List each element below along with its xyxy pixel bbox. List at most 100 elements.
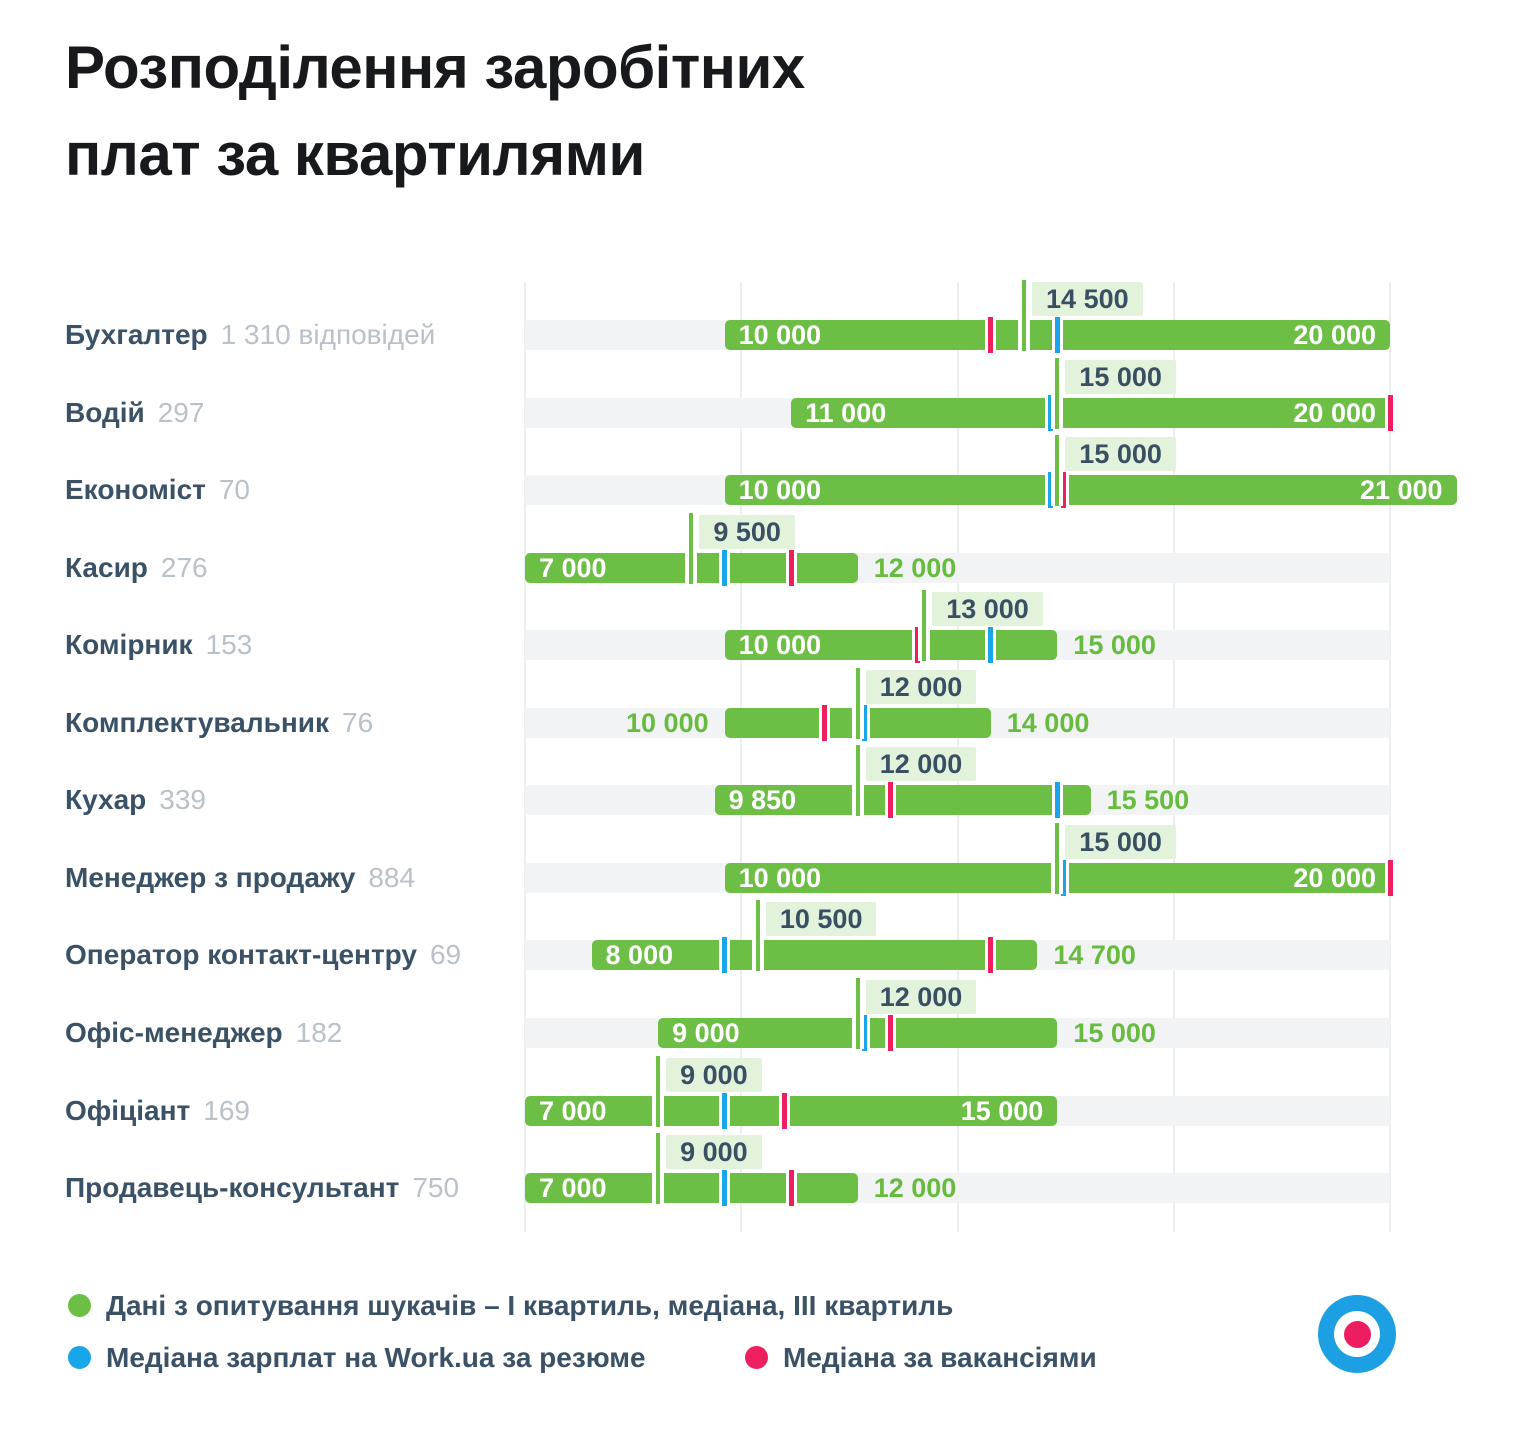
vacancy-median-dot-icon — [745, 1346, 768, 1369]
q3-value-label: 14 000 — [1006, 707, 1090, 738]
job-title: Офіціант — [65, 1094, 191, 1126]
vacancy-median-tick — [985, 317, 997, 353]
gridline — [1389, 282, 1391, 1232]
response-count: 70 — [218, 474, 251, 506]
q1-value-label: 9 850 — [728, 785, 797, 816]
chart-title-line2: плат за квартилями — [65, 121, 645, 188]
q3-value-label: 21 000 — [1359, 475, 1443, 506]
row-label: Офіс-менеджер 182 — [65, 1015, 342, 1051]
median-line — [918, 590, 931, 662]
legend-item-survey-quartiles: Дані з опитування шукачів – І квартиль, … — [68, 1290, 953, 1321]
q3-value-label: 15 500 — [1106, 785, 1190, 816]
median-value-badge: 13 000 — [932, 592, 1043, 627]
resume-median-tick — [985, 627, 997, 664]
work-ua-logo-inner-ring — [1334, 1311, 1380, 1357]
q3-value-label: 15 000 — [960, 1095, 1044, 1126]
job-title: Оператор контакт-центру — [65, 939, 417, 971]
median-value-badge: 14 500 — [1032, 282, 1143, 316]
legend-item-vacancy-median: Медіана за вакансіями — [745, 1342, 1097, 1373]
resume-median-tick — [719, 1170, 731, 1207]
vacancy-median-tick — [785, 549, 797, 586]
row-label: Комплектувальник 76 — [65, 705, 373, 741]
q1-value-label: 7 000 — [539, 552, 607, 583]
q3-value-label: 15 000 — [1073, 630, 1156, 661]
response-count: 339 — [159, 784, 206, 816]
job-title: Кухар — [65, 784, 147, 816]
q3-value-label: 20 000 — [1293, 862, 1376, 893]
quartile-bar — [724, 475, 1457, 506]
q1-value-label: 10 000 — [626, 707, 709, 738]
row-label: Водій 297 — [65, 395, 204, 431]
quartile-bar — [525, 1173, 858, 1204]
row-label: Економіст 70 — [65, 472, 250, 508]
vacancy-median-tick — [1384, 394, 1396, 431]
row-label: Продавець-консультант 750 — [65, 1170, 459, 1206]
job-title: Водій — [65, 396, 145, 428]
median-value-badge: 9 500 — [699, 514, 795, 549]
median-line — [851, 667, 864, 739]
median-line — [1051, 435, 1064, 507]
quartile-bar — [791, 397, 1390, 428]
response-count: 297 — [157, 396, 205, 428]
q1-value-label: 11 000 — [805, 397, 887, 428]
q3-value-label: 15 000 — [1073, 1017, 1156, 1048]
q1-value-label: 7 000 — [539, 1173, 607, 1204]
q3-value-label: 20 000 — [1293, 397, 1376, 428]
median-line — [851, 745, 864, 817]
legend-item-resume-median: Медіана зарплат на Work.ua за резюме — [68, 1342, 646, 1373]
row-label: Кухар 339 — [65, 782, 206, 818]
median-value-badge: 12 000 — [865, 979, 977, 1014]
median-value-badge: 12 000 — [865, 669, 977, 704]
resume-median-dot-icon — [68, 1346, 91, 1369]
resume-median-tick — [719, 1092, 731, 1129]
quartile-bar — [591, 940, 1038, 971]
median-line — [1051, 357, 1064, 429]
legend-label: Медіана зарплат на Work.ua за резюме — [106, 1342, 646, 1373]
gridline — [740, 282, 743, 1232]
q1-value-label: 8 000 — [605, 940, 674, 971]
row-label: Касир 276 — [65, 550, 208, 586]
gridline — [524, 282, 526, 1232]
quartile-bar — [724, 630, 1058, 661]
resume-median-tick — [1051, 317, 1063, 353]
row-label: Комірник 153 — [65, 627, 252, 663]
resume-median-tick — [719, 549, 731, 586]
q1-value-label: 7 000 — [539, 1095, 607, 1126]
row-label: Бухгалтер 1 310 відповідей — [65, 317, 435, 353]
q1-value-label: 10 000 — [738, 862, 822, 893]
median-value-badge: 12 000 — [865, 747, 977, 782]
resume-median-tick — [1051, 782, 1063, 819]
median-line — [1051, 822, 1064, 894]
vacancy-median-tick — [885, 782, 897, 819]
quartile-bar — [525, 1095, 1058, 1126]
median-line — [685, 512, 698, 584]
response-count: 153 — [205, 629, 253, 661]
q3-value-label: 14 700 — [1053, 940, 1136, 971]
quartile-bar — [714, 785, 1091, 816]
median-value-badge: 9 000 — [666, 1057, 762, 1092]
median-value-badge: 15 000 — [1065, 437, 1176, 472]
q1-value-label: 10 000 — [738, 475, 822, 506]
work-ua-logo-center-dot — [1343, 1320, 1371, 1348]
vacancy-median-tick — [818, 704, 830, 741]
work-ua-logo — [1318, 1295, 1396, 1373]
response-count: 884 — [368, 861, 416, 893]
job-title: Продавець-консультант — [65, 1172, 400, 1204]
row-label: Оператор контакт-центру 69 — [65, 937, 461, 973]
row-label: Офіціант 169 — [65, 1093, 250, 1129]
median-line — [652, 1133, 665, 1205]
response-count: 1 310 відповідей — [220, 319, 436, 350]
median-value-badge: 9 000 — [666, 1135, 762, 1170]
resume-median-tick — [719, 937, 731, 974]
median-line — [751, 900, 764, 972]
response-count: 76 — [342, 706, 374, 738]
chart-title-line1: Розподілення заробітних — [65, 34, 805, 101]
response-count: 169 — [203, 1094, 250, 1126]
job-title: Касир — [65, 551, 148, 583]
median-value-badge: 15 000 — [1065, 359, 1176, 394]
vacancy-median-tick — [785, 1170, 797, 1207]
median-value-badge: 10 500 — [765, 902, 877, 937]
response-count: 69 — [429, 939, 462, 971]
job-title: Менеджер з продажу — [65, 861, 356, 893]
